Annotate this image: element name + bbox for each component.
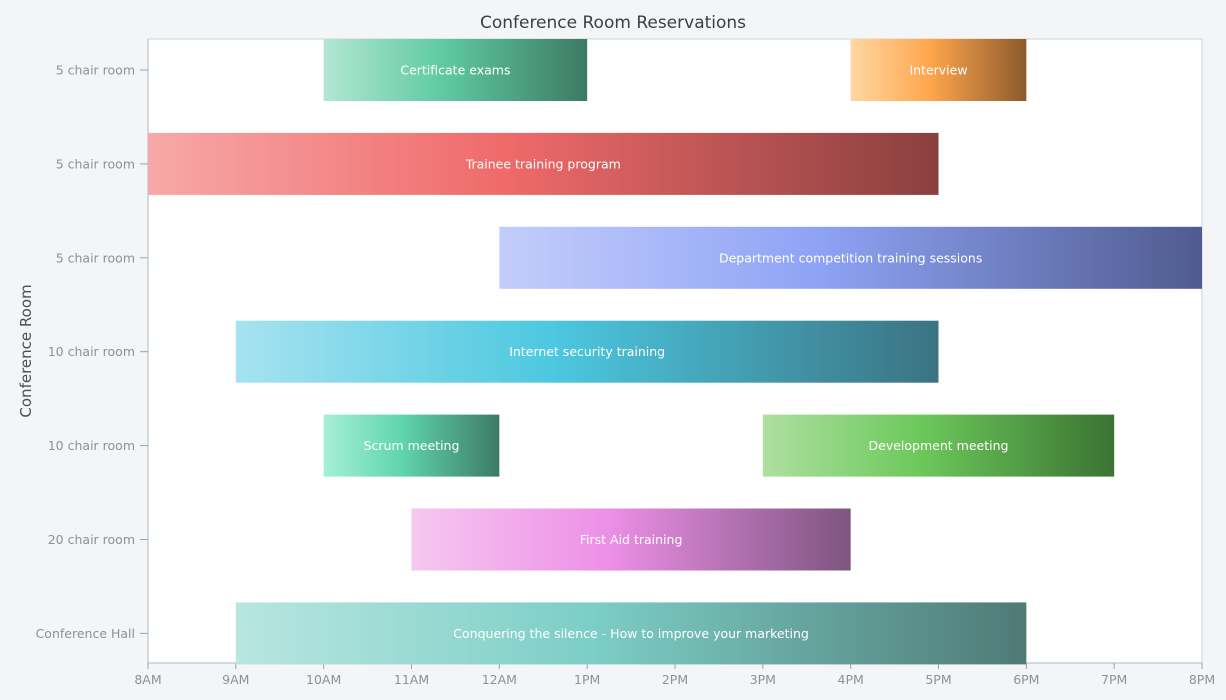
y-tick-label: 5 chair room [56,250,135,265]
chart-title: Conference Room Reservations [480,13,746,33]
y-axis-label: Conference Room [17,284,35,417]
x-tick-label: 8PM [1189,672,1215,687]
y-tick-label: 5 chair room [56,63,135,78]
y-tick-label: 20 chair room [48,532,135,547]
task-bar-label: Certificate exams [400,63,510,78]
x-tick-label: 10AM [306,672,341,687]
x-tick-label: 4PM [838,672,864,687]
task-bar-label: First Aid training [580,532,683,547]
task-bar-label: Trainee training program [465,156,621,171]
task-bar[interactable] [323,39,588,101]
x-tick-label: 7PM [1101,672,1127,687]
x-tick-label: 5PM [925,672,951,687]
task-bar-group[interactable]: Certificate exams [323,39,588,101]
task-bar-group[interactable]: Development meeting [762,414,1115,477]
task-bar[interactable] [762,414,1115,477]
bars: Certificate exams Interview Trainee traini… [148,39,1202,665]
task-bar-group[interactable]: Department competition training sessions [499,226,1202,289]
task-bar[interactable] [850,39,1027,101]
task-bar-label: Development meeting [869,438,1009,453]
task-bar-label: Internet security training [509,344,665,359]
x-tick-label: 12AM [482,672,517,687]
y-tick-label: 10 chair room [48,344,135,359]
y-tick-label: 10 chair room [48,438,135,453]
y-tick-label: Conference Hall [36,626,135,641]
task-bar-group[interactable]: Trainee training program [148,132,939,195]
task-bar[interactable] [235,320,939,383]
task-bar-label: Conquering the silence - How to improve … [453,626,809,641]
task-bar-group[interactable]: Interview [850,39,1027,101]
x-axis: 8AM 9AM 10AM 11AM 12AM 1PM 2PM 3PM 4PM 5PM 6PM 7PM 8… [134,662,1215,687]
x-tick-label: 3PM [750,672,776,687]
x-tick-label: 8AM [134,672,161,687]
task-bar-group[interactable]: First Aid training [411,508,851,571]
x-tick-label: 9AM [222,672,249,687]
y-axis: 5 chair room 5 chair room 5 chair room 10 c… [36,39,149,663]
task-bar-label: Scrum meeting [364,438,460,453]
x-tick-label: 2PM [662,672,688,687]
task-bar[interactable] [411,508,851,571]
task-bar[interactable] [148,132,939,195]
task-bar-group[interactable]: Scrum meeting [323,414,500,477]
x-tick-label: 1PM [574,672,600,687]
task-bar[interactable] [499,226,1202,289]
task-bar-group[interactable]: Internet security training [235,320,939,383]
task-bar-group[interactable]: Conquering the silence - How to improve … [235,602,1027,665]
x-tick-label: 11AM [394,672,429,687]
task-bar-label: Department competition training sessions [719,250,982,265]
x-tick-label: 6PM [1013,672,1039,687]
y-tick-label: 5 chair room [56,156,135,171]
task-bar[interactable] [235,602,1027,665]
task-bar-label: Interview [909,63,967,78]
task-bar[interactable] [323,414,500,477]
